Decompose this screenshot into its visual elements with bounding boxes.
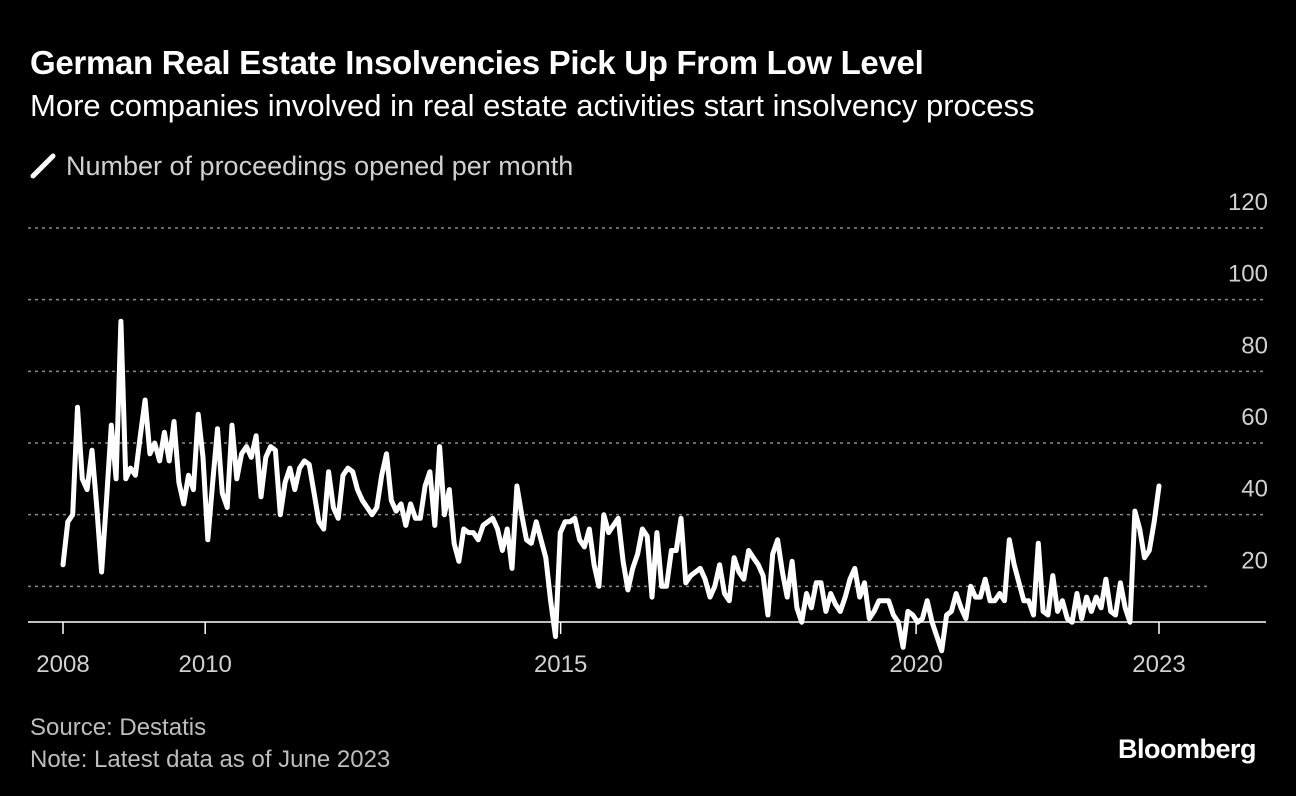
x-tick-label-2015: 2015 bbox=[534, 651, 587, 678]
y-tick-label-60: 60 bbox=[1241, 404, 1268, 431]
y-tick-label-80: 80 bbox=[1241, 332, 1268, 359]
brand-logo: Bloomberg bbox=[1117, 734, 1257, 764]
x-tick-label-2020: 2020 bbox=[889, 651, 942, 678]
x-tick-label-2010: 2010 bbox=[178, 651, 231, 678]
legend: Number of proceedings opened per month bbox=[30, 150, 573, 182]
x-tick-label-2023: 2023 bbox=[1132, 651, 1185, 678]
y-tick-label-120: 120 bbox=[1228, 189, 1268, 216]
legend-label: Number of proceedings opened per month bbox=[66, 150, 574, 181]
y-tick-label-20: 20 bbox=[1241, 547, 1268, 574]
chart-subtitle: More companies involved in real estate a… bbox=[30, 88, 1035, 123]
legend-line-swatch-icon bbox=[30, 153, 56, 179]
x-axis-ticks: 2008 2010 2015 2020 2023 bbox=[36, 622, 1186, 678]
source-text: Source: Destatis bbox=[30, 714, 207, 741]
grid-lines bbox=[28, 227, 1266, 588]
x-tick-label-2008: 2008 bbox=[36, 651, 89, 678]
series-line bbox=[60, 318, 1162, 654]
chart-title: German Real Estate Insolvencies Pick Up … bbox=[30, 44, 924, 81]
note-text: Note: Latest data as of June 2023 bbox=[30, 746, 391, 773]
y-axis-ticks: 20 40 60 80 100 120 bbox=[1228, 189, 1268, 574]
y-tick-label-40: 40 bbox=[1241, 476, 1268, 503]
y-tick-label-100: 100 bbox=[1228, 261, 1268, 288]
source-notes: Source: Destatis Note: Latest data as of… bbox=[30, 712, 390, 776]
